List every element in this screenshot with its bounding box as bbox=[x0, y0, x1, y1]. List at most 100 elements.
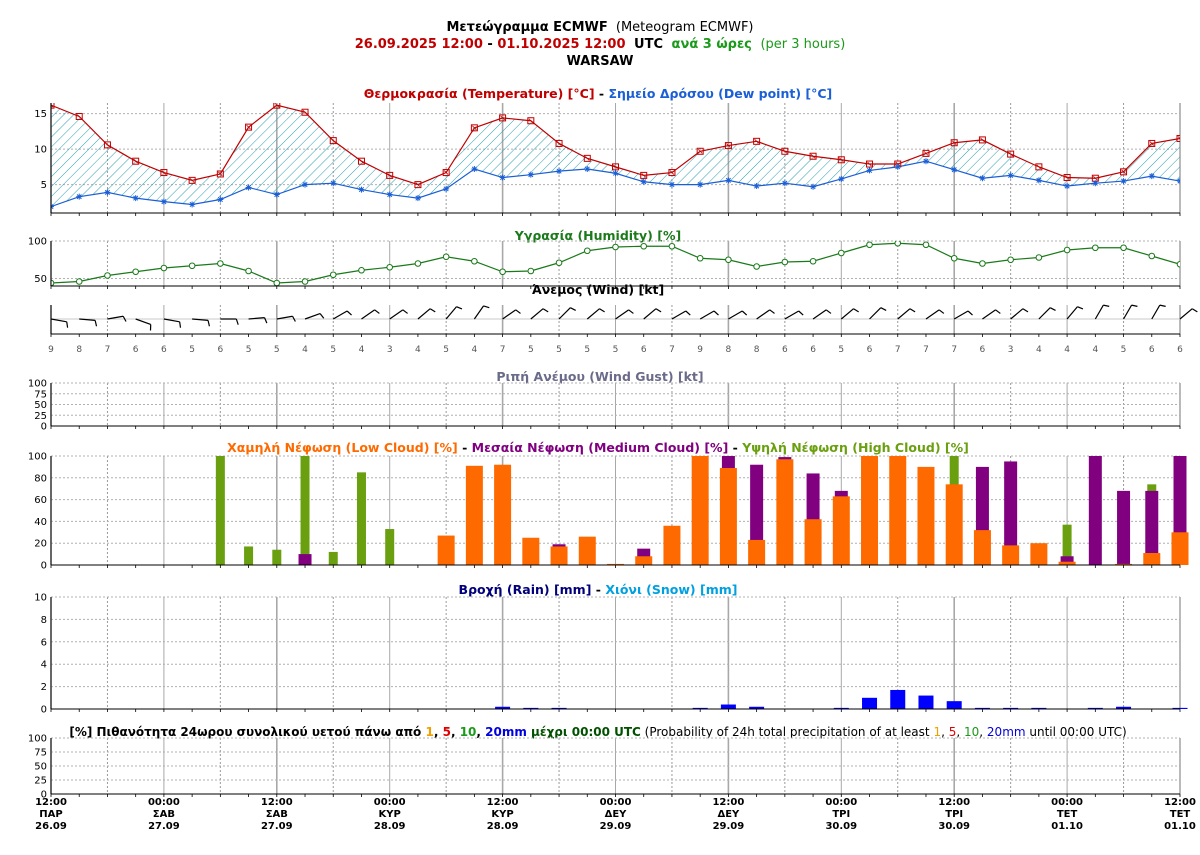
wind-barb-feather bbox=[629, 310, 634, 314]
humidity-point bbox=[669, 243, 675, 249]
wind-speed-label: 7 bbox=[951, 345, 957, 355]
wind-barb bbox=[361, 310, 374, 319]
cloud-bar bbox=[692, 456, 709, 565]
dewpoint-point bbox=[528, 172, 534, 178]
humidity-point bbox=[1121, 245, 1127, 251]
wind-barb bbox=[700, 311, 714, 319]
y-tick-label: 50 bbox=[34, 762, 47, 773]
dewpoint-point bbox=[867, 167, 873, 173]
wind-barb bbox=[305, 314, 320, 319]
wind-speed-label: 8 bbox=[754, 345, 760, 355]
dewpoint-point bbox=[754, 183, 760, 189]
x-label-day: ΤΡΙ bbox=[945, 809, 963, 820]
cloud-bar bbox=[579, 537, 596, 565]
wind-barb-feather bbox=[714, 311, 718, 315]
rain-bar bbox=[947, 701, 962, 709]
wind-barb bbox=[728, 311, 742, 319]
cloud-bar bbox=[299, 554, 312, 565]
humidity-point bbox=[359, 267, 365, 273]
y-tick-label: 50 bbox=[34, 274, 47, 285]
cloud-bar bbox=[974, 530, 991, 565]
wind-barb-feather bbox=[686, 311, 690, 315]
wind-barb-feather bbox=[430, 309, 435, 312]
cloud-bar bbox=[1030, 543, 1047, 565]
wind-barb-feather bbox=[770, 310, 775, 314]
x-label-day: ΣΑΒ bbox=[153, 809, 175, 820]
wind-barb-feather bbox=[600, 309, 605, 312]
header-line-2: 26.09.2025 12:00 - 01.10.2025 12:00 UTC … bbox=[355, 37, 846, 52]
wind-barb bbox=[672, 311, 686, 319]
wind-barb bbox=[1124, 305, 1132, 319]
x-label-date: 30.09 bbox=[825, 821, 857, 832]
cloud-bar bbox=[917, 467, 934, 565]
rain-bar bbox=[890, 690, 905, 709]
y-tick-label: 4 bbox=[41, 660, 47, 671]
x-label-date: 27.09 bbox=[261, 821, 293, 832]
wind-barb-feather bbox=[180, 322, 181, 328]
dewpoint-point bbox=[217, 197, 223, 203]
humidity-point bbox=[923, 242, 929, 248]
wind-speed-label: 5 bbox=[613, 345, 619, 355]
wind-barb-feather bbox=[968, 311, 972, 315]
humidity-point bbox=[105, 273, 111, 279]
cloud-bar bbox=[357, 472, 366, 565]
wind-barb-feather bbox=[265, 318, 267, 324]
wind-speed-label: 6 bbox=[867, 345, 873, 355]
wind-speed-label: 4 bbox=[359, 345, 365, 355]
wind-speed-label: 5 bbox=[1121, 345, 1127, 355]
humidity-point bbox=[472, 258, 478, 264]
precip-title: Βροχή (Rain) [mm] - Χιόνι (Snow) [mm] bbox=[459, 582, 738, 597]
humidity-point bbox=[726, 257, 732, 263]
dewpoint-point bbox=[951, 167, 957, 173]
dewpoint-point bbox=[810, 184, 816, 190]
dewpoint-point bbox=[697, 182, 703, 188]
wind-barb bbox=[1067, 307, 1077, 319]
y-tick-label: 100 bbox=[28, 237, 47, 248]
dewpoint-point bbox=[500, 175, 506, 181]
wind-speed-label: 6 bbox=[1149, 345, 1155, 355]
wind-barb-feather bbox=[939, 310, 944, 314]
wind-barb-feather bbox=[910, 309, 915, 312]
x-label-time: 00:00 bbox=[825, 797, 857, 808]
probability-title: [%] Πιθανότητα 24ωρου συνολικού υετού πά… bbox=[69, 725, 1126, 739]
wind-speed-label: 6 bbox=[1177, 345, 1183, 355]
humidity-point bbox=[697, 255, 703, 261]
wind-speed-label: 3 bbox=[387, 345, 393, 355]
humidity-point bbox=[556, 260, 562, 266]
cloud-bar bbox=[635, 556, 652, 565]
wind-speed-label: 8 bbox=[726, 345, 732, 355]
wind-barb-feather bbox=[484, 306, 490, 308]
wind-barb-feather bbox=[456, 307, 462, 309]
x-label-day: ΤΕΤ bbox=[1170, 809, 1191, 820]
y-tick-label: 10 bbox=[34, 145, 47, 156]
x-label-date: 01.10 bbox=[1051, 821, 1083, 832]
y-tick-label: 0 bbox=[41, 422, 47, 433]
wind-barb-feather bbox=[208, 320, 209, 326]
humidity-point bbox=[133, 269, 139, 275]
dewpoint-point bbox=[613, 170, 619, 176]
wind-speed-label: 6 bbox=[782, 345, 788, 355]
dewpoint-point bbox=[838, 176, 844, 182]
dewpoint-point bbox=[133, 195, 139, 201]
humidity-point bbox=[161, 265, 167, 271]
wind-speed-label: 6 bbox=[810, 345, 816, 355]
wind-barb bbox=[616, 310, 629, 319]
wind-speed-label: 6 bbox=[161, 345, 167, 355]
humidity-point bbox=[641, 243, 647, 249]
wind-barb-feather bbox=[1132, 305, 1138, 306]
wind-barb-feather bbox=[347, 311, 351, 315]
humidity-point bbox=[1036, 255, 1042, 261]
dewpoint-point bbox=[556, 168, 562, 174]
dewpoint-point bbox=[1036, 177, 1042, 183]
dewpoint-point bbox=[584, 166, 590, 172]
y-tick-label: 15 bbox=[34, 109, 47, 120]
x-label-date: 27.09 bbox=[148, 821, 180, 832]
wind-barb bbox=[954, 311, 968, 319]
wind-speed-label: 9 bbox=[48, 345, 54, 355]
x-label-time: 12:00 bbox=[35, 797, 67, 808]
wind-speed-label: 5 bbox=[838, 345, 844, 355]
